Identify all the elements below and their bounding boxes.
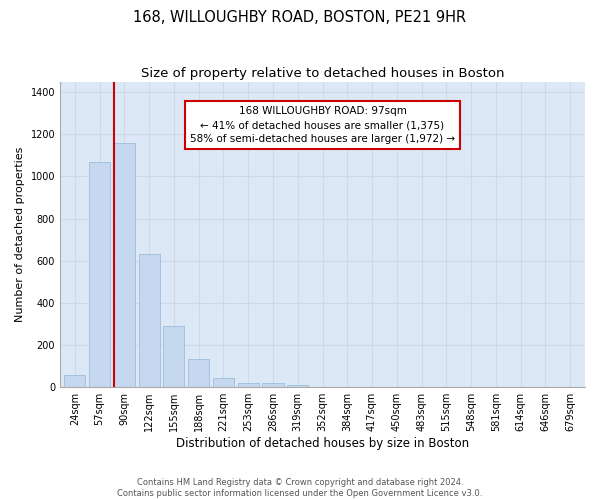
Bar [89, 162, 110, 387]
Bar [139, 254, 160, 387]
Bar [188, 359, 209, 387]
Bar [163, 326, 184, 387]
Bar [64, 374, 85, 387]
Text: 168, WILLOUGHBY ROAD, BOSTON, PE21 9HR: 168, WILLOUGHBY ROAD, BOSTON, PE21 9HR [133, 10, 467, 25]
Text: Contains HM Land Registry data © Crown copyright and database right 2024.
Contai: Contains HM Land Registry data © Crown c… [118, 478, 482, 498]
Bar [114, 143, 135, 387]
Bar [262, 383, 284, 387]
X-axis label: Distribution of detached houses by size in Boston: Distribution of detached houses by size … [176, 437, 469, 450]
Title: Size of property relative to detached houses in Boston: Size of property relative to detached ho… [141, 68, 504, 80]
Y-axis label: Number of detached properties: Number of detached properties [15, 147, 25, 322]
Bar [213, 378, 234, 387]
Text: 168 WILLOUGHBY ROAD: 97sqm
← 41% of detached houses are smaller (1,375)
58% of s: 168 WILLOUGHBY ROAD: 97sqm ← 41% of deta… [190, 106, 455, 144]
Bar [287, 385, 308, 387]
Bar [238, 383, 259, 387]
